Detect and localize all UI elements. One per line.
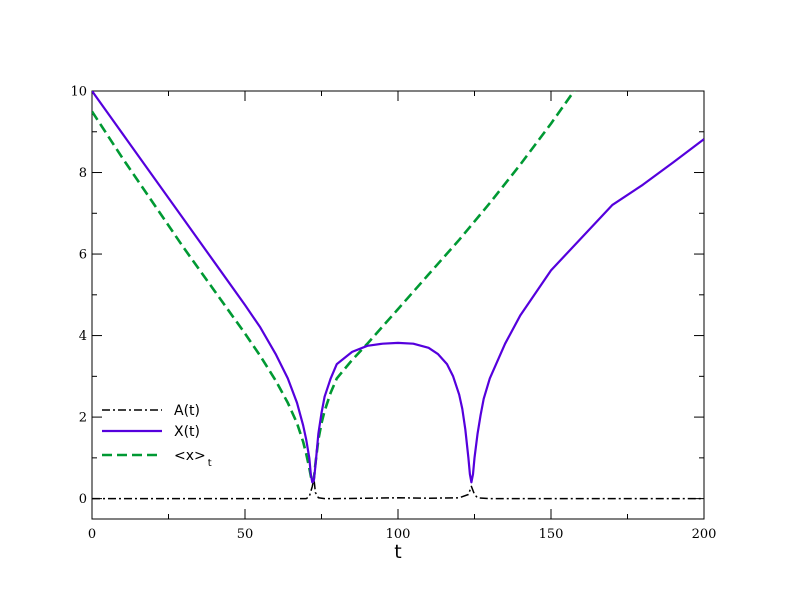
y-tick-label: 8 — [79, 166, 87, 181]
tick-labels: 0 50 100 150 200 0 2 4 6 8 10 — [70, 85, 716, 543]
x-tick-label: 200 — [692, 527, 717, 542]
x-tick-label: 0 — [88, 527, 96, 542]
y-tick-label: 10 — [70, 85, 87, 100]
series-line-0 — [92, 477, 704, 500]
x-tick-label: 100 — [386, 527, 411, 542]
y-tick-label: 6 — [79, 248, 87, 263]
x-axis-title: t — [394, 541, 401, 563]
series-line-2 — [92, 91, 576, 484]
legend-label-2: <x> — [174, 448, 206, 464]
axis-ticks — [91, 90, 705, 519]
y-tick-label: 4 — [79, 329, 87, 344]
legend-label-subscript: t — [208, 458, 212, 469]
legend-label-0: A(t) — [174, 403, 200, 419]
x-tick-label: 50 — [237, 527, 254, 542]
legend: A(t) X(t) <x> t — [102, 403, 212, 469]
legend-label-1: X(t) — [174, 424, 200, 440]
y-tick-label: 0 — [79, 492, 87, 507]
series-layer — [92, 91, 704, 500]
y-tick-label: 2 — [79, 411, 87, 426]
x-tick-label: 150 — [539, 527, 564, 542]
series-line-1 — [92, 91, 704, 484]
